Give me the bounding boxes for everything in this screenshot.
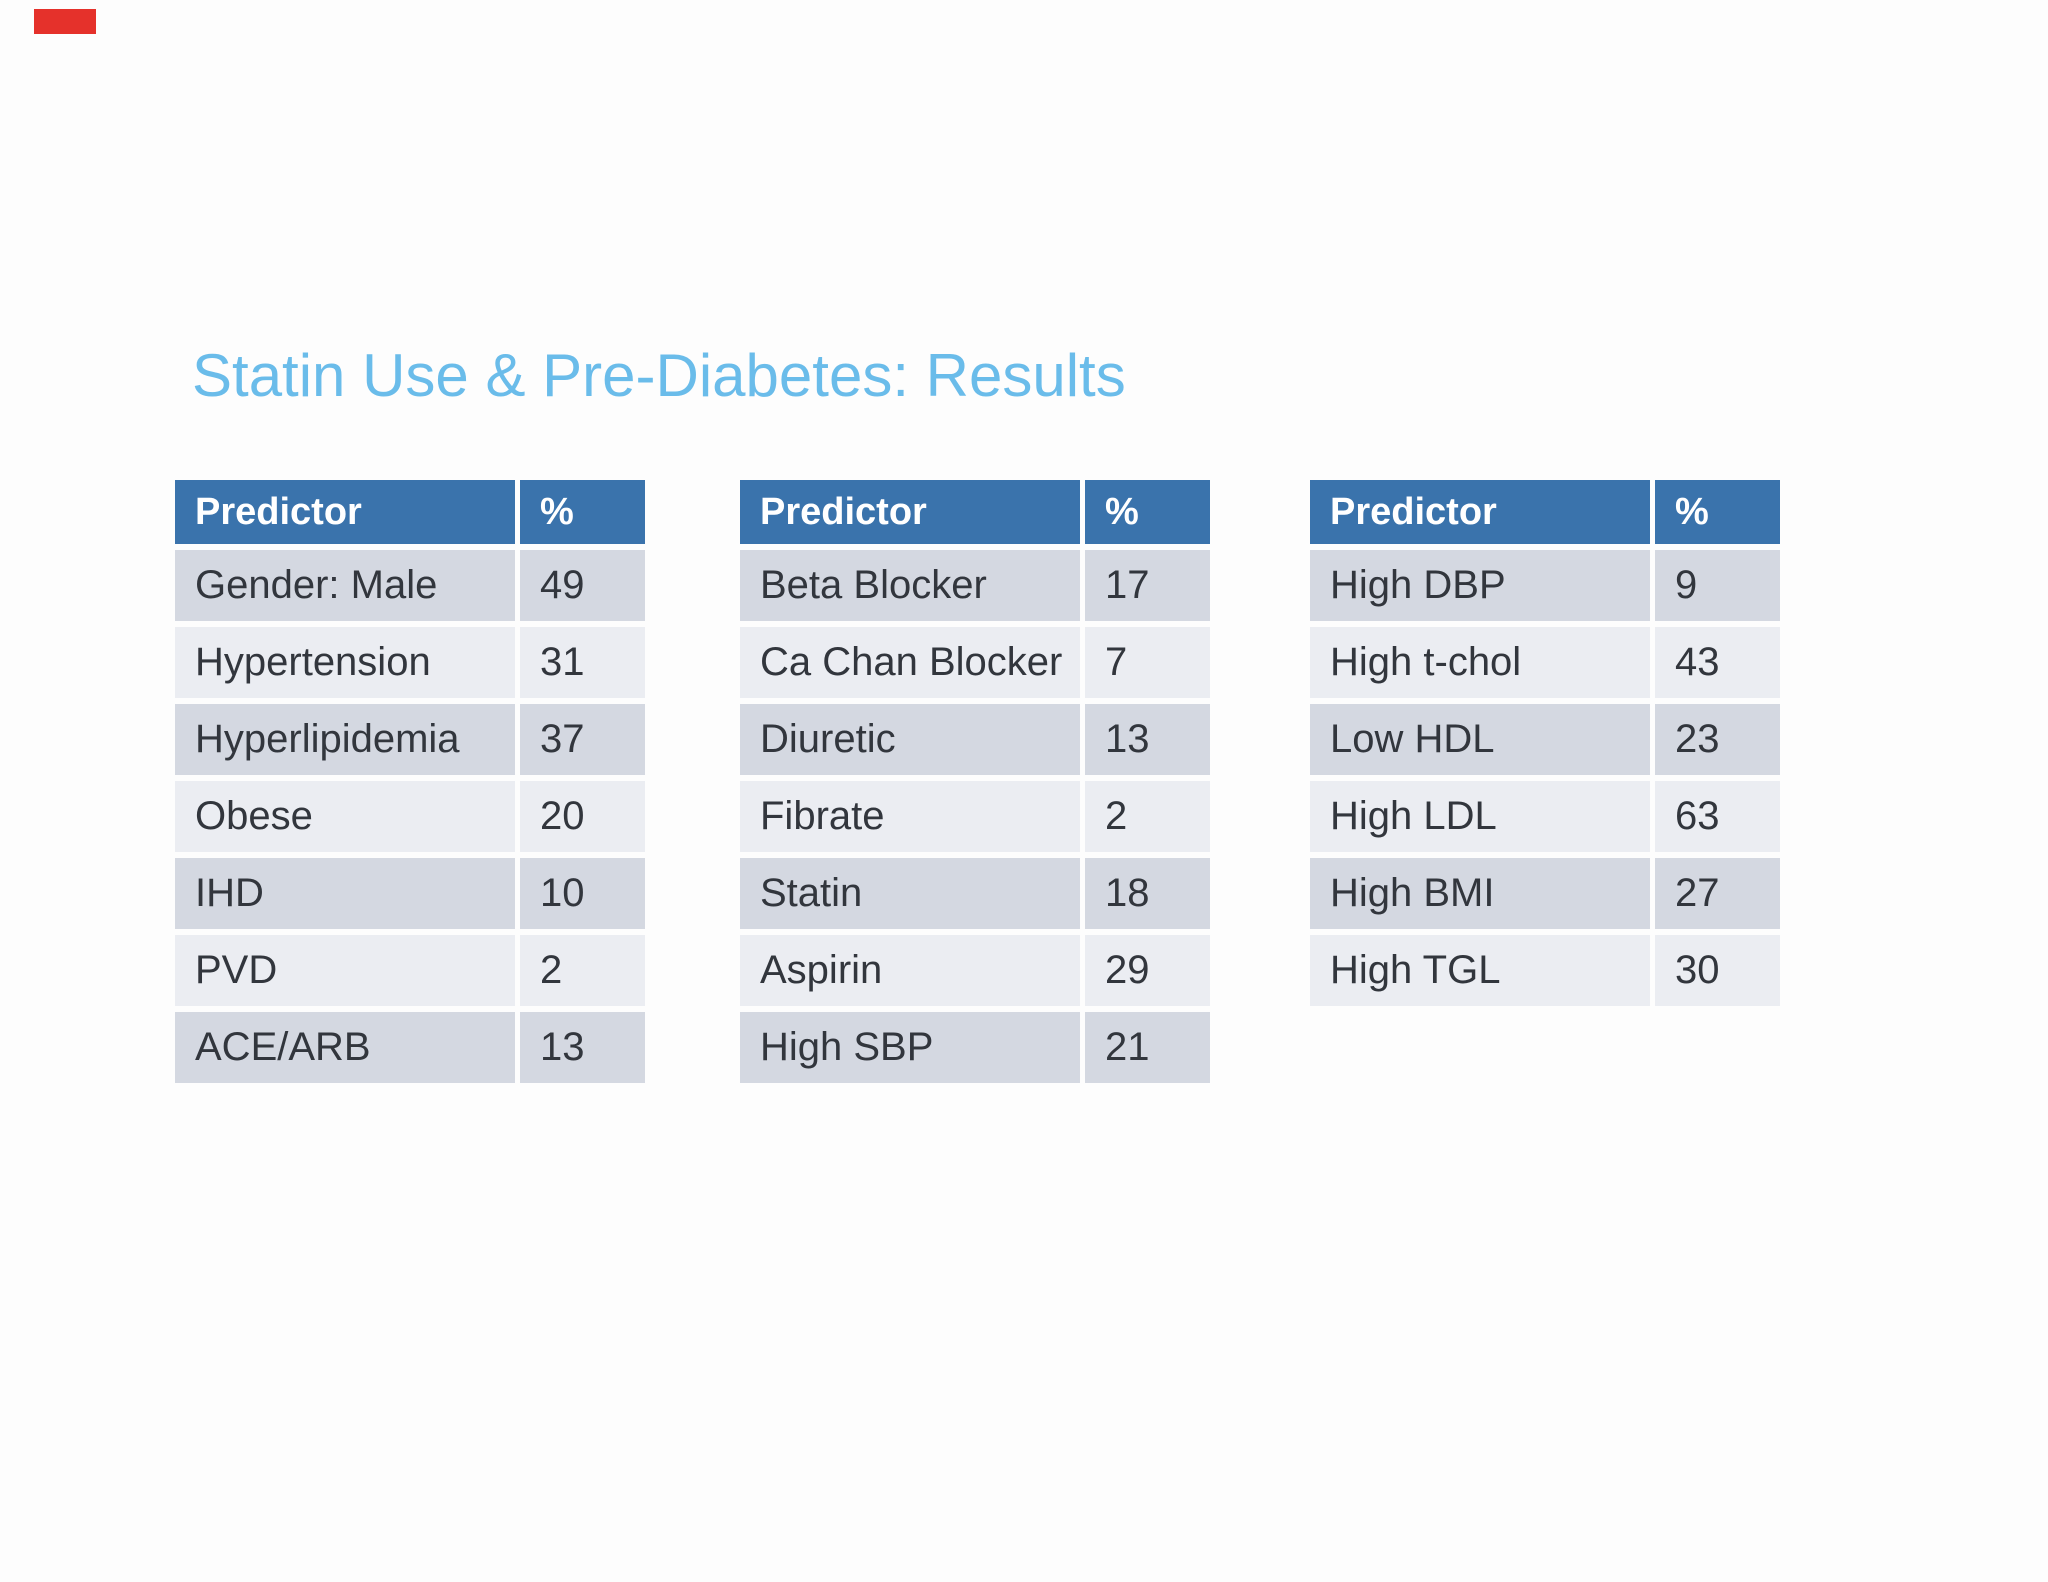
percent-cell: 23 [1655, 704, 1780, 775]
recording-indicator [34, 9, 96, 34]
table-row: Low HDL 23 [1310, 704, 1780, 775]
predictor-cell: IHD [175, 858, 515, 929]
table-row: ACE/ARB 13 [175, 1012, 645, 1083]
percent-cell: 13 [520, 1012, 645, 1083]
slide-title: Statin Use & Pre-Diabetes: Results [192, 342, 1126, 409]
predictor-cell: High DBP [1310, 550, 1650, 621]
table-row: High DBP 9 [1310, 550, 1780, 621]
percent-cell: 49 [520, 550, 645, 621]
predictor-cell: PVD [175, 935, 515, 1006]
percent-cell: 30 [1655, 935, 1780, 1006]
predictor-cell: High SBP [740, 1012, 1080, 1083]
percent-cell: 27 [1655, 858, 1780, 929]
predictor-cell: Statin [740, 858, 1080, 929]
predictor-cell: ACE/ARB [175, 1012, 515, 1083]
column-header-predictor: Predictor [740, 480, 1080, 544]
percent-cell: 29 [1085, 935, 1210, 1006]
percent-cell: 63 [1655, 781, 1780, 852]
predictor-cell: High TGL [1310, 935, 1650, 1006]
table-row: High TGL 30 [1310, 935, 1780, 1006]
table-row: Diuretic 13 [740, 704, 1210, 775]
percent-cell: 37 [520, 704, 645, 775]
predictor-table-demographics: Predictor% Gender: Male 49 Hypertension 31 Hy… [175, 480, 645, 1089]
table-row: Obese 20 [175, 781, 645, 852]
percent-cell: 10 [520, 858, 645, 929]
table-row: Hyperlipidemia 37 [175, 704, 645, 775]
predictor-table-medications: Predictor% Beta Blocker 17 Ca Chan Blocker 7… [740, 480, 1210, 1089]
predictor-cell: High t-chol [1310, 627, 1650, 698]
table-row: High t-chol 43 [1310, 627, 1780, 698]
predictor-cell: Ca Chan Blocker [740, 627, 1080, 698]
table-header-row: Predictor% [175, 480, 645, 544]
percent-cell: 2 [520, 935, 645, 1006]
percent-cell: 7 [1085, 627, 1210, 698]
table-row: Aspirin 29 [740, 935, 1210, 1006]
predictor-cell: High BMI [1310, 858, 1650, 929]
table-row: High SBP 21 [740, 1012, 1210, 1083]
predictor-cell: Aspirin [740, 935, 1080, 1006]
predictor-cell: Hypertension [175, 627, 515, 698]
predictor-cell: High LDL [1310, 781, 1650, 852]
table-row: PVD 2 [175, 935, 645, 1006]
table-row: High LDL 63 [1310, 781, 1780, 852]
column-header-percent: % [1655, 480, 1780, 544]
table-row: Gender: Male 49 [175, 550, 645, 621]
table-row: Statin 18 [740, 858, 1210, 929]
table-row: Ca Chan Blocker 7 [740, 627, 1210, 698]
percent-cell: 13 [1085, 704, 1210, 775]
table-header-row: Predictor% [740, 480, 1210, 544]
percent-cell: 31 [520, 627, 645, 698]
percent-cell: 2 [1085, 781, 1210, 852]
predictor-cell: Low HDL [1310, 704, 1650, 775]
column-header-percent: % [1085, 480, 1210, 544]
percent-cell: 17 [1085, 550, 1210, 621]
predictor-cell: Beta Blocker [740, 550, 1080, 621]
table-row: Fibrate 2 [740, 781, 1210, 852]
column-header-predictor: Predictor [1310, 480, 1650, 544]
table-row: IHD 10 [175, 858, 645, 929]
predictor-cell: Hyperlipidemia [175, 704, 515, 775]
table-header-row: Predictor% [1310, 480, 1780, 544]
table-row: Beta Blocker 17 [740, 550, 1210, 621]
percent-cell: 43 [1655, 627, 1780, 698]
percent-cell: 18 [1085, 858, 1210, 929]
percent-cell: 21 [1085, 1012, 1210, 1083]
column-header-percent: % [520, 480, 645, 544]
predictor-cell: Obese [175, 781, 515, 852]
table-row: Hypertension 31 [175, 627, 645, 698]
predictor-cell: Gender: Male [175, 550, 515, 621]
percent-cell: 20 [520, 781, 645, 852]
predictor-cell: Fibrate [740, 781, 1080, 852]
percent-cell: 9 [1655, 550, 1780, 621]
table-row: High BMI 27 [1310, 858, 1780, 929]
predictor-cell: Diuretic [740, 704, 1080, 775]
predictor-table-labs: Predictor% High DBP 9 High t-chol 43 Low HDL 2… [1310, 480, 1780, 1012]
column-header-predictor: Predictor [175, 480, 515, 544]
